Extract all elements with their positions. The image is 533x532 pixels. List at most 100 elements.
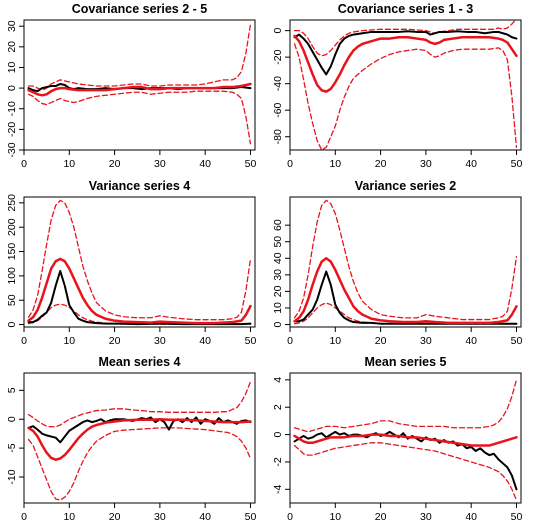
y-tick-label: 200 — [6, 218, 18, 236]
x-tick-label: 10 — [329, 158, 341, 170]
chart-title: Mean series 4 — [99, 355, 181, 369]
chart-panel: Mean series 4 0 10 20 30 40 50 -10 -5 0 5 — [6, 355, 256, 523]
y-tick-label: -30 — [6, 142, 18, 157]
series-line-upper-band — [293, 379, 518, 433]
y-tick-label: -10 — [6, 101, 18, 116]
x-tick-label: 40 — [199, 335, 211, 347]
y-tick-label: 10 — [272, 302, 284, 314]
x-tick-label: 40 — [465, 158, 477, 170]
x-tick-label: 20 — [109, 158, 121, 170]
y-tick-label: 0 — [272, 321, 284, 327]
y-tick-label: 0 — [6, 416, 18, 422]
series-line-upper-band — [27, 23, 252, 91]
series-line-observed — [293, 270, 518, 325]
chart-title: Mean series 5 — [365, 355, 447, 369]
x-tick-label: 30 — [154, 511, 166, 523]
x-tick-label: 0 — [287, 335, 293, 347]
chart-title: Covariance series 2 - 5 — [72, 2, 208, 16]
x-tick-label: 30 — [420, 335, 432, 347]
y-tick-label: 20 — [6, 41, 18, 53]
plot-frame — [289, 19, 522, 151]
series-line-model — [293, 34, 518, 93]
chart-panel: Covariance series 1 - 3 0 10 20 30 40 50 -80 -60… — [272, 2, 522, 170]
x-tick-label: 20 — [109, 335, 121, 347]
series-line-lower-band — [27, 90, 252, 145]
series-line-observed — [293, 430, 518, 491]
x-tick-label: 50 — [511, 335, 523, 347]
chart-panel: Variance series 2 0 10 20 30 40 50 0 10 20 30 40 50 6… — [272, 179, 522, 347]
y-tick-label: 100 — [6, 267, 18, 285]
x-tick-label: 0 — [21, 335, 27, 347]
y-tick-label: 150 — [6, 243, 18, 261]
x-tick-label: 40 — [465, 511, 477, 523]
x-tick-label: 30 — [420, 158, 432, 170]
x-tick-label: 10 — [63, 335, 75, 347]
y-tick-label: 30 — [272, 269, 284, 281]
series-line-observed — [293, 30, 518, 76]
y-tick-label: -40 — [272, 76, 284, 91]
x-tick-label: 0 — [287, 158, 293, 170]
chart-panel: Variance series 4 0 10 20 30 40 50 0 50 100 150 200… — [6, 179, 256, 347]
y-tick-label: 50 — [6, 294, 18, 306]
x-tick-label: 30 — [154, 158, 166, 170]
x-tick-label: 40 — [199, 511, 211, 523]
y-tick-label: 0 — [272, 432, 284, 438]
series-line-lower-band — [27, 427, 252, 501]
series-line-upper-band — [27, 199, 252, 321]
series-line-model — [27, 257, 252, 325]
x-tick-label: 20 — [109, 511, 121, 523]
y-tick-label: 60 — [272, 219, 284, 231]
y-tick-label: 250 — [6, 194, 18, 212]
x-tick-label: 0 — [21, 511, 27, 523]
y-tick-label: 2 — [272, 404, 284, 410]
y-tick-label: 10 — [6, 61, 18, 73]
series-line-lower-band — [293, 442, 518, 501]
y-tick-label: 40 — [272, 252, 284, 264]
y-tick-label: -60 — [272, 102, 284, 117]
y-tick-label: -5 — [6, 443, 18, 452]
chart-panel: Mean series 5 0 10 20 30 40 50 -4 -2 0 2 4 — [272, 355, 522, 523]
x-tick-label: 50 — [245, 511, 257, 523]
series-line-lower-band — [293, 43, 518, 150]
chart-title: Variance series 4 — [89, 179, 191, 193]
plot-frame — [289, 372, 522, 504]
y-tick-label: -80 — [272, 129, 284, 144]
y-tick-label: 0 — [6, 85, 18, 91]
y-tick-label: 50 — [272, 236, 284, 248]
series-line-upper-band — [293, 20, 517, 57]
y-tick-label: -2 — [272, 457, 284, 466]
x-tick-label: 0 — [21, 158, 27, 170]
series-line-upper-band — [27, 381, 252, 428]
x-tick-label: 40 — [199, 158, 211, 170]
x-tick-label: 50 — [511, 511, 523, 523]
x-tick-label: 10 — [63, 511, 75, 523]
x-tick-label: 10 — [329, 335, 341, 347]
series-line-model — [293, 433, 518, 447]
x-tick-label: 10 — [63, 158, 75, 170]
y-tick-label: -4 — [272, 484, 284, 493]
x-tick-label: 30 — [154, 335, 166, 347]
y-tick-label: 0 — [272, 28, 284, 34]
x-tick-label: 20 — [375, 335, 387, 347]
x-tick-label: 20 — [375, 158, 387, 170]
series-line-upper-band — [293, 199, 518, 321]
y-tick-label: 20 — [272, 285, 284, 297]
x-tick-label: 40 — [465, 335, 477, 347]
series-line-model — [27, 417, 252, 461]
plot-frame — [23, 372, 256, 504]
series-line-observed — [27, 270, 252, 326]
series-line-model — [27, 82, 252, 97]
plot-frame — [23, 196, 256, 328]
chart-title: Covariance series 1 - 3 — [338, 2, 474, 16]
chart-panel: Covariance series 2 - 5 0 10 20 30 40 50 -30 -20… — [6, 2, 256, 170]
y-tick-label: 30 — [6, 20, 18, 32]
y-tick-label: 0 — [6, 321, 18, 327]
x-tick-label: 50 — [245, 158, 257, 170]
x-tick-label: 50 — [511, 158, 523, 170]
series-line-model — [293, 257, 518, 325]
y-tick-label: 4 — [272, 377, 284, 383]
y-tick-label: 5 — [6, 387, 18, 393]
x-tick-label: 50 — [245, 335, 257, 347]
x-tick-label: 10 — [329, 511, 341, 523]
y-tick-label: -20 — [6, 122, 18, 137]
